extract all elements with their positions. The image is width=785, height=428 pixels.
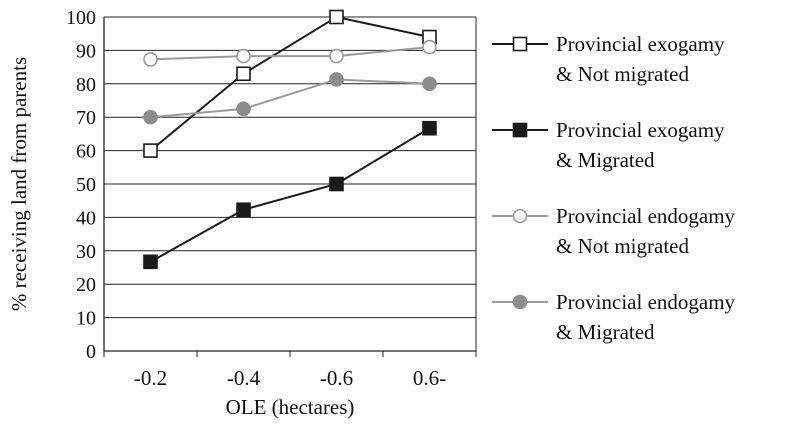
y-tick-label: 10: [76, 308, 96, 330]
legend-label: & Not migrated: [556, 62, 689, 86]
y-tick-label: 60: [76, 141, 96, 163]
legend-label: & Migrated: [556, 320, 655, 344]
legend-label: Provincial exogamy: [556, 32, 725, 56]
data-point: [422, 120, 437, 136]
data-point: [143, 52, 158, 67]
x-tick-label: -0.2: [134, 366, 167, 390]
x-tick-label: 0.6-: [413, 366, 446, 390]
y-axis-title: % receiving land from parents: [7, 57, 31, 311]
data-point: [143, 109, 158, 125]
x-axis-title: OLE (hectares): [226, 395, 355, 419]
series-2: [143, 120, 437, 270]
data-point: [329, 48, 344, 64]
y-tick-label: 0: [86, 341, 96, 363]
y-tick-label: 40: [76, 207, 96, 229]
legend-marker: [512, 294, 528, 310]
legend-label: & Migrated: [556, 148, 655, 172]
y-tick-label: 30: [76, 241, 96, 263]
data-point: [236, 66, 251, 82]
legend-entry-4: Provincial endogamy & Migrated: [492, 290, 736, 344]
series-line: [150, 127, 431, 263]
data-point: [236, 101, 251, 117]
data-point: [329, 72, 344, 87]
data-point: [143, 254, 158, 270]
gridlines: [104, 16, 476, 319]
y-tick-label: 20: [76, 274, 96, 296]
series-group: [143, 9, 437, 270]
data-point: [329, 9, 344, 25]
series-line: [150, 46, 430, 61]
legend-marker: [512, 208, 528, 224]
y-tick-label: 80: [76, 74, 96, 96]
legend: Provincial exogamy& Not migratedProvinci…: [492, 32, 736, 344]
x-tick-label: -0.6: [320, 366, 353, 390]
data-point: [329, 176, 344, 192]
legend-label: Provincial exogamy: [556, 118, 725, 142]
series-4: [143, 72, 437, 125]
y-tick-label: 90: [76, 40, 96, 62]
data-point: [236, 202, 251, 218]
y-tick-label: 70: [76, 107, 96, 129]
axes: 0 10 20 30 40 50 60 70 80 90 100 -0.2 -0.4 -0.6 0.6- OL…: [7, 7, 477, 419]
legend-marker: [512, 36, 528, 52]
legend-label: Provincial endogamy: [556, 204, 736, 228]
legend-label: Provincial endogamy: [556, 290, 736, 314]
x-tick-label: -0.4: [227, 366, 261, 390]
data-point: [236, 48, 251, 64]
legend-label: & Not migrated: [556, 234, 689, 258]
y-tick-label: 100: [66, 7, 96, 29]
data-point: [422, 39, 437, 55]
series-3: [143, 39, 437, 67]
series-line: [150, 78, 430, 119]
legend-entry-1: Provincial exogamy & Not migrated: [492, 32, 725, 86]
legend-entry-2: Provincial exogamy & Migrated: [492, 118, 725, 172]
data-point: [422, 76, 437, 92]
legend-entry-3: Provincial endogamy & Not migrated: [492, 204, 736, 258]
legend-marker: [512, 122, 528, 138]
y-tick-label: 50: [76, 174, 96, 196]
data-point: [143, 143, 158, 158]
